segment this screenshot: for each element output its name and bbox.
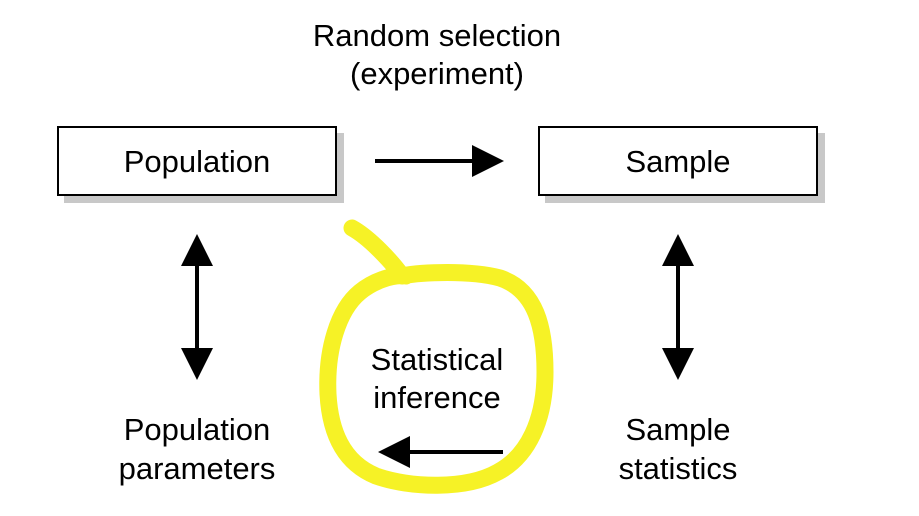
- population-parameters-line1: Population: [124, 412, 271, 447]
- population-parameters-line2: parameters: [119, 451, 276, 486]
- sample-statistics-line1: Sample: [625, 412, 730, 447]
- population-box-label: Population: [124, 144, 271, 179]
- sample-box: Sample: [538, 126, 825, 203]
- sample-box-label: Sample: [625, 144, 730, 179]
- sample-statistics-line2: statistics: [619, 451, 738, 486]
- statistical-inference-line1: Statistical: [371, 342, 504, 377]
- population-box-frame: [57, 126, 337, 196]
- population-box: Population: [57, 126, 344, 203]
- title-experiment: (experiment): [350, 56, 524, 91]
- highlight-circle-annotation: [319, 219, 554, 494]
- sample-box-frame: [538, 126, 818, 196]
- title-random-selection: Random selection: [313, 18, 561, 53]
- statistical-inference-line2: inference: [373, 380, 501, 415]
